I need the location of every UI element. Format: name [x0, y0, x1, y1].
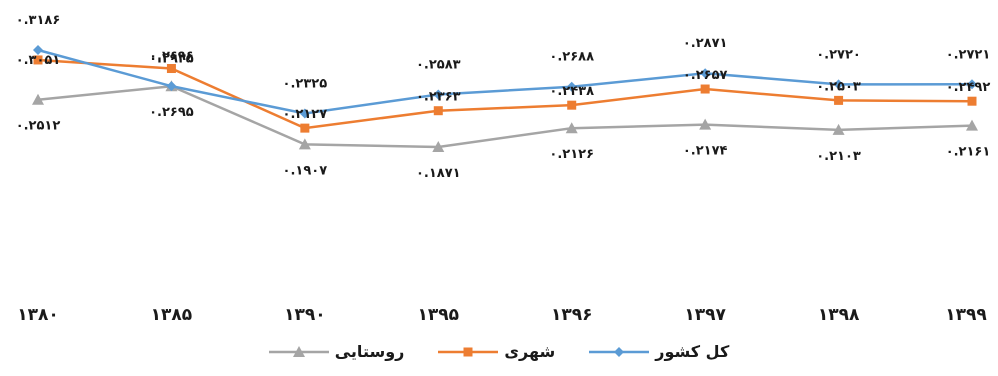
series-1	[33, 45, 977, 119]
data-point	[966, 119, 978, 131]
data-point	[567, 100, 577, 110]
data-point	[565, 122, 578, 134]
legend: کل کشور شهری روستایی	[0, 342, 998, 361]
legend-item: کل کشور	[589, 342, 729, 361]
data-point	[833, 79, 844, 90]
data-label: ۰.۲۳۲۵	[283, 77, 328, 92]
data-point	[300, 123, 310, 133]
series-line	[37, 58, 973, 130]
legend-item: شهری	[438, 342, 555, 361]
series-line	[37, 84, 973, 149]
data-label: ۰.۲۶۹۵	[149, 105, 194, 120]
legend-item: روستایی	[268, 342, 405, 361]
data-label: ۰.۱۹۰۷	[283, 163, 328, 178]
legend-marker	[463, 347, 473, 356]
data-point	[166, 81, 177, 92]
data-point	[832, 123, 845, 135]
data-label: ۰.۲۱۰۳	[816, 149, 861, 164]
legend-swatch	[438, 347, 499, 356]
data-label: ۰.۲۵۰۳	[816, 79, 861, 94]
x-tick-label: ۱۳۹۰	[284, 305, 326, 325]
x-tick-label: ۱۳۹۶	[551, 305, 593, 325]
data-label: ۰.۲۶۵۷	[683, 68, 728, 83]
data-label: ۰.۲۴۹۲	[946, 80, 991, 95]
data-point	[967, 96, 977, 106]
data-point	[166, 64, 176, 74]
data-point	[700, 68, 711, 79]
data-label: ۰.۳۱۸۶	[16, 13, 61, 28]
data-point	[700, 84, 710, 94]
legend-label: شهری	[504, 342, 556, 361]
data-label: ۰.۲۱۶۱	[946, 145, 991, 160]
x-tick-label: ۱۳۹۷	[684, 305, 726, 325]
legend-swatch	[268, 345, 329, 357]
x-tick-label: ۱۳۸۵	[151, 305, 193, 325]
data-point	[299, 108, 310, 119]
data-label: ۰.۲۷۲۰	[816, 47, 861, 62]
data-point	[33, 45, 43, 55]
legend-label: روستایی	[334, 342, 405, 361]
legend-label: کل کشور	[655, 342, 730, 361]
data-point	[432, 141, 445, 152]
data-point	[32, 93, 44, 105]
data-label: ۰.۲۶۸۸	[549, 50, 594, 65]
x-tick-label: ۱۳۹۸	[818, 305, 860, 325]
legend-marker	[614, 346, 625, 357]
x-tick-label: ۱۳۹۵	[418, 305, 460, 325]
data-label: ۰.۲۷۲۱	[946, 47, 991, 62]
legend-marker	[292, 345, 305, 357]
data-point	[298, 138, 311, 150]
data-point	[566, 81, 577, 92]
data-label: ۰.۱۸۷۱	[416, 166, 461, 181]
data-label: ۰.۲۹۳۵	[149, 52, 194, 67]
series-line	[37, 48, 973, 115]
data-point	[834, 95, 844, 105]
legend-swatch	[589, 346, 650, 357]
series-2	[33, 55, 977, 133]
data-label: ۰.۲۱۲۶	[549, 147, 594, 162]
x-tick-label: ۱۳۹۹	[945, 305, 987, 325]
data-label: ۰.۲۸۷۱	[683, 36, 728, 51]
data-label: ۰.۳۰۵۱	[16, 53, 61, 68]
x-tick-label: ۱۳۸۰	[17, 305, 59, 325]
data-label: ۰.۲۱۲۷	[283, 107, 328, 122]
data-label: ۰.۲۵۸۳	[416, 57, 461, 72]
data-label: ۰.۲۶۹۶	[149, 49, 194, 64]
data-point	[967, 79, 977, 90]
data-label: ۰.۲۵۱۲	[16, 119, 61, 134]
data-point	[33, 55, 43, 65]
data-point	[433, 106, 443, 116]
data-label: ۰.۲۳۶۳	[416, 90, 461, 105]
data-label: ۰.۲۴۳۸	[549, 84, 594, 99]
data-label: ۰.۲۱۷۴	[683, 144, 728, 159]
data-point	[433, 89, 444, 100]
data-point	[699, 118, 712, 130]
